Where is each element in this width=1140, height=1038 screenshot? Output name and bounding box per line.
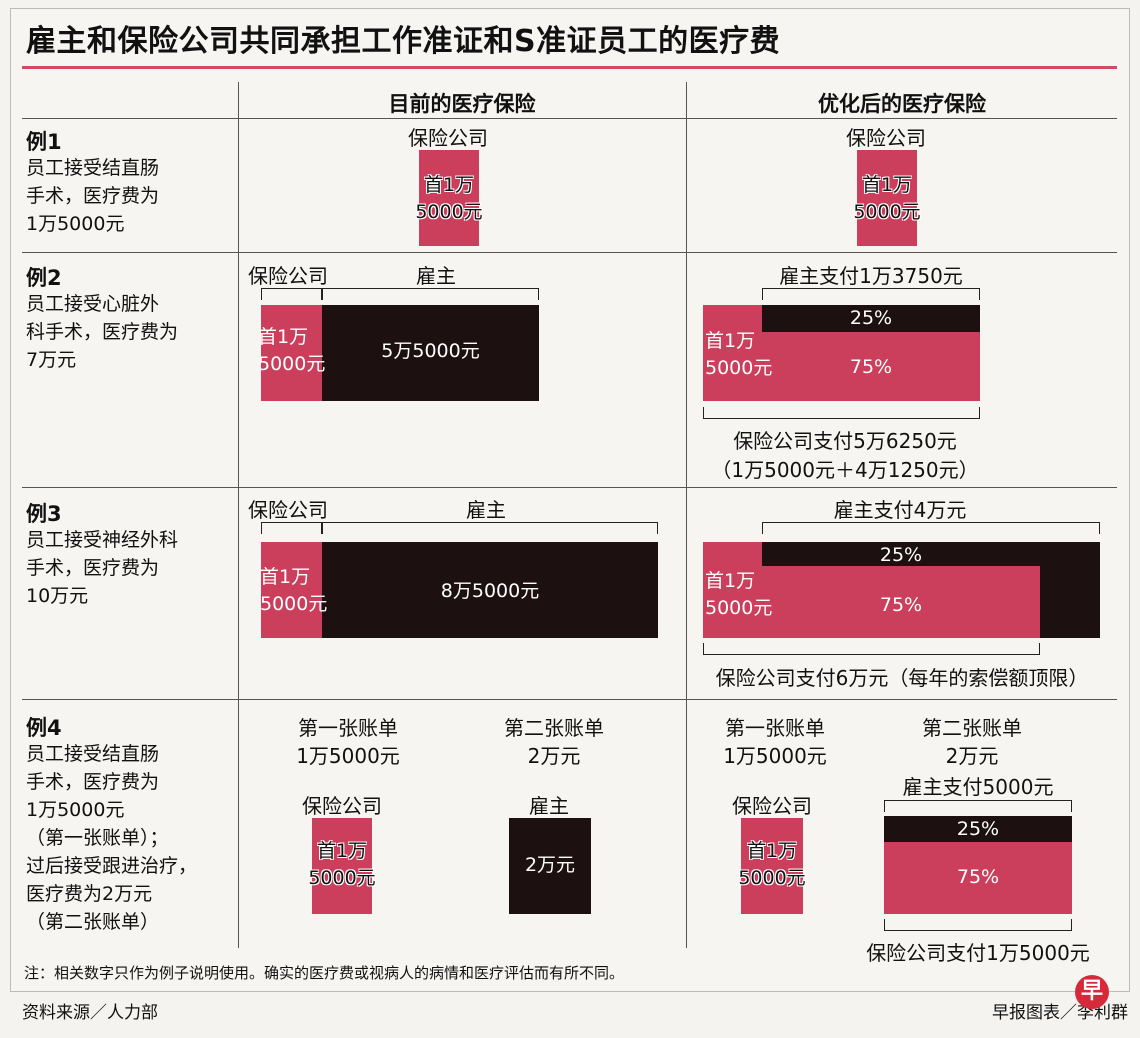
ex4-optimized-bill1-title: 第一张账单 bbox=[725, 716, 825, 740]
ex2-optimized-insurer-share-box bbox=[762, 332, 980, 401]
ex3-current-employer-bracket bbox=[322, 522, 658, 534]
ex2-current-insurer-box bbox=[261, 305, 322, 401]
row-divider bbox=[22, 699, 1117, 700]
ex4-optimized-employer-bracket bbox=[884, 800, 1072, 812]
ex4-current-bill1-title: 第一张账单 bbox=[298, 716, 398, 740]
example-2-title: 例2 bbox=[26, 266, 62, 290]
source-credit: 资料来源／人力部 bbox=[22, 1003, 158, 1023]
ex4-current-employer-label: 雇主 bbox=[529, 794, 569, 818]
ex4-current-employer-amount: 2万元 bbox=[524, 854, 576, 876]
ex2-optimized-pct-employer: 25% bbox=[849, 307, 893, 329]
ex2-optimized-insurer-pays: 保险公司支付5万6250元 bbox=[733, 429, 957, 453]
ex4-optimized-insurer-box bbox=[741, 818, 803, 914]
ex4-optimized-insurer-share-box bbox=[884, 842, 1072, 914]
ex4-optimized-employer-share-box bbox=[884, 816, 1072, 842]
ex2-optimized-insurer-breakdown: （1万5000元＋4万1250元） bbox=[711, 458, 979, 482]
ex2-current-employer-amount: 5万5000元 bbox=[381, 340, 480, 362]
ex3-current-insurer-amount: 首1万 5000元 bbox=[260, 566, 328, 615]
ex3-optimized-insurer-share-box bbox=[762, 566, 1040, 638]
example-3-title: 例3 bbox=[26, 502, 62, 526]
ex2-current-employer-box bbox=[322, 305, 539, 401]
ex1-optimized-insurer-label: 保险公司 bbox=[846, 126, 926, 150]
example-3-desc: 员工接受神经外科 手术，医疗费为 10万元 bbox=[26, 529, 179, 607]
column-divider bbox=[238, 82, 239, 948]
ex4-optimized-insurer-pays: 保险公司支付1万5000元 bbox=[866, 941, 1090, 965]
ex4-optimized-insurer-amount: 首1万 5000元 bbox=[738, 840, 806, 889]
ex3-current-employer-box bbox=[322, 542, 658, 638]
title-rule bbox=[22, 66, 1117, 69]
header-current: 目前的医疗保险 bbox=[388, 92, 536, 116]
ex3-optimized-insurer-bracket bbox=[703, 643, 1040, 655]
ex1-current-insurer-label: 保险公司 bbox=[408, 126, 488, 150]
ex2-current-insurer-bracket bbox=[261, 288, 322, 300]
ex2-current-insurer-amount: 首1万 5000元 bbox=[258, 326, 326, 375]
ex3-optimized-pct-employer: 25% bbox=[879, 544, 923, 566]
ex3-optimized-employer-share-box bbox=[762, 542, 1040, 566]
example-4-title: 例4 bbox=[26, 716, 62, 740]
example-1-desc: 员工接受结直肠 手术，医疗费为 1万5000元 bbox=[26, 157, 160, 235]
example-1-title: 例1 bbox=[26, 130, 62, 154]
graphic-credit: 早报图表／李利群 bbox=[992, 1003, 1128, 1023]
ex3-current-employer-amount: 8万5000元 bbox=[440, 580, 540, 602]
ex4-current-insurer-amount: 首1万 5000元 bbox=[308, 840, 376, 889]
ex4-current-insurer-box bbox=[312, 818, 372, 914]
header-optimized: 优化后的医疗保险 bbox=[818, 92, 986, 116]
ex2-optimized-employer-bracket bbox=[762, 288, 980, 300]
row-divider bbox=[22, 487, 1117, 488]
example-2-desc: 员工接受心脏外 科手术，医疗费为 7万元 bbox=[26, 293, 179, 371]
ex2-optimized-employer-pays: 雇主支付1万3750元 bbox=[779, 264, 963, 288]
ex4-current-insurer-label: 保险公司 bbox=[302, 794, 382, 818]
ex4-current-bill2-amount: 2万元 bbox=[527, 744, 581, 768]
ex3-current-insurer-label: 保险公司 bbox=[248, 498, 328, 522]
ex1-current-insurer-box bbox=[419, 150, 479, 246]
row-divider bbox=[22, 252, 1117, 253]
ex2-optimized-first-box bbox=[703, 305, 763, 401]
ex4-optimized-pct-employer: 25% bbox=[956, 818, 1000, 840]
ex4-optimized-bill1-amount: 1万5000元 bbox=[723, 744, 827, 768]
column-divider bbox=[686, 82, 687, 948]
example-4-desc: 员工接受结直肠 手术，医疗费为 1万5000元 （第一张账单）； 过后接受跟进治… bbox=[26, 743, 198, 933]
ex3-optimized-employer-bracket bbox=[762, 522, 1100, 534]
ex3-optimized-pct-insurer: 75% bbox=[879, 594, 923, 616]
ex3-current-insurer-bracket bbox=[261, 522, 322, 534]
ex2-current-employer-bracket bbox=[322, 288, 539, 300]
footnote: 注：相关数字只作为例子说明使用。确实的医疗费或视病人的病情和医疗评估而有所不同。 bbox=[24, 964, 625, 982]
ex2-current-insurer-label: 保险公司 bbox=[248, 264, 328, 288]
ex1-current-insurer-amount: 首1万 5000元 bbox=[415, 174, 483, 223]
ex3-current-insurer-box bbox=[261, 542, 322, 638]
ex2-optimized-pct-insurer: 75% bbox=[849, 356, 893, 378]
ex2-optimized-insurer-bracket bbox=[703, 407, 980, 419]
ex3-optimized-first-box bbox=[703, 542, 763, 638]
ex4-optimized-insurer-label: 保险公司 bbox=[732, 794, 812, 818]
ex2-optimized-first-amount: 首1万 5000元 bbox=[705, 330, 773, 379]
ex1-optimized-insurer-box bbox=[857, 150, 917, 246]
ex1-optimized-insurer-amount: 首1万 5000元 bbox=[853, 174, 921, 223]
ex4-optimized-pct-insurer: 75% bbox=[956, 866, 1000, 888]
row-divider bbox=[22, 118, 1117, 119]
ex3-optimized-employer-pays: 雇主支付4万元 bbox=[833, 498, 967, 522]
ex4-current-bill2-title: 第二张账单 bbox=[504, 716, 604, 740]
ex3-current-employer-label: 雇主 bbox=[466, 498, 506, 522]
zaobao-logo-icon: 早 bbox=[1075, 975, 1109, 1009]
ex3-optimized-first-amount: 首1万 5000元 bbox=[705, 570, 773, 619]
ex2-optimized-employer-share-box bbox=[762, 305, 980, 332]
ex3-optimized-excess-box bbox=[1040, 542, 1100, 638]
ex4-current-employer-box bbox=[509, 818, 591, 914]
ex4-current-bill1-amount: 1万5000元 bbox=[296, 744, 400, 768]
ex4-optimized-employer-pays: 雇主支付5000元 bbox=[902, 775, 1054, 799]
ex4-optimized-bill2-amount: 2万元 bbox=[945, 744, 999, 768]
ex4-optimized-bill2-title: 第二张账单 bbox=[922, 716, 1022, 740]
infographic-title: 雇主和保险公司共同承担工作准证和S准证员工的医疗费 bbox=[26, 24, 781, 59]
ex3-optimized-insurer-pays: 保险公司支付6万元（每年的索偿额顶限） bbox=[715, 666, 1089, 690]
ex4-optimized-insurer-bracket bbox=[884, 919, 1072, 931]
ex2-current-employer-label: 雇主 bbox=[416, 264, 456, 288]
